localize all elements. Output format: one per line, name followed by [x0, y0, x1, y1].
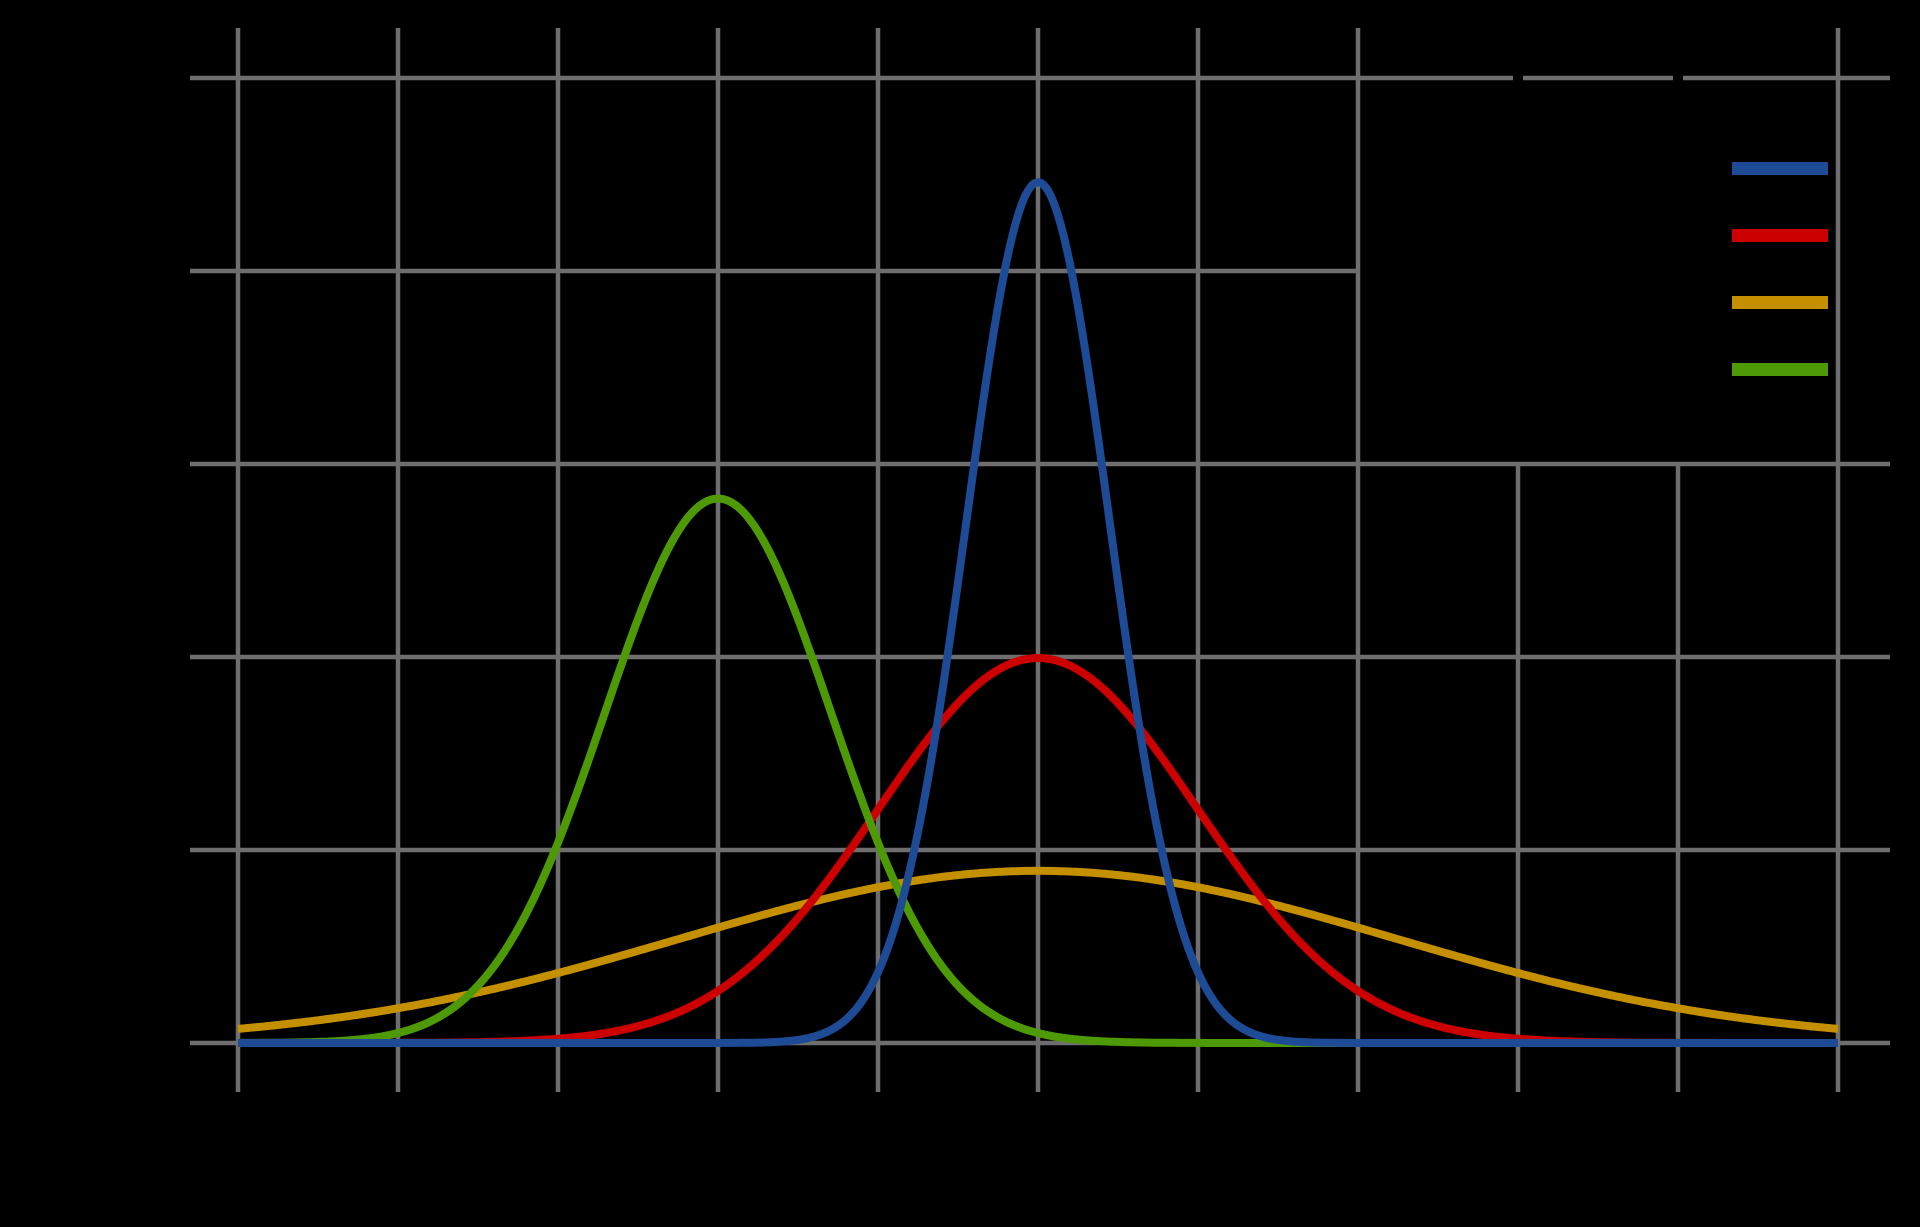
curve-normal-pdf-blue [237, 178, 1839, 1047]
legend-swatch-normal-pdf-red [1732, 229, 1828, 242]
legend-swatch-normal-pdf-yellow [1732, 296, 1828, 309]
legend-swatch-normal-pdf-green [1732, 363, 1828, 376]
legend-swatch-normal-pdf-blue [1732, 162, 1828, 175]
curve-normal-pdf-yellow [237, 866, 1839, 1033]
